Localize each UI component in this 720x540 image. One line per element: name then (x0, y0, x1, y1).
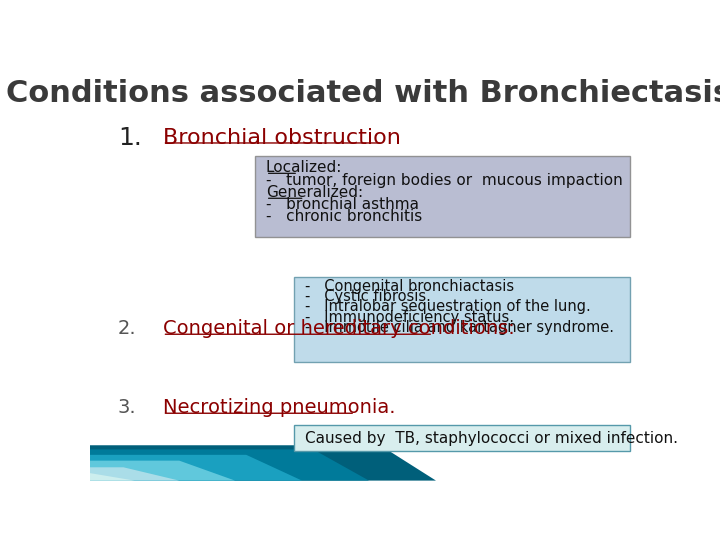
Text: -   Congenital bronchiactasis: - Congenital bronchiactasis (305, 279, 514, 294)
Polygon shape (90, 473, 135, 481)
Text: Generalized:: Generalized: (266, 185, 363, 200)
Text: -   bronchial asthma: - bronchial asthma (266, 198, 419, 212)
FancyBboxPatch shape (294, 277, 629, 362)
Text: -   tumor, foreign bodies or  mucous impaction: - tumor, foreign bodies or mucous impact… (266, 173, 623, 188)
Polygon shape (90, 461, 235, 481)
Text: Conditions associated with Bronchiectasis: Conditions associated with Bronchiectasi… (6, 79, 720, 109)
Text: -   Intralobar sequestration of the lung.: - Intralobar sequestration of the lung. (305, 299, 590, 314)
Text: 1.: 1. (118, 126, 142, 150)
Text: Caused by  TB, staphylococci or mixed infection.: Caused by TB, staphylococci or mixed inf… (305, 431, 678, 445)
Text: Necrotizing pneumonia.: Necrotizing pneumonia. (163, 399, 395, 417)
Text: -   chronic bronchitis: - chronic bronchitis (266, 209, 422, 224)
Text: 3.: 3. (118, 399, 137, 417)
Text: -   Immunodeficiency status.: - Immunodeficiency status. (305, 310, 514, 325)
Polygon shape (90, 446, 436, 481)
Text: Localized:: Localized: (266, 160, 342, 176)
Text: -   Cystic fibrosis.: - Cystic fibrosis. (305, 289, 431, 304)
Polygon shape (90, 467, 179, 481)
Polygon shape (90, 449, 369, 481)
Text: Bronchial obstruction: Bronchial obstruction (163, 127, 400, 147)
Text: Congenital or hereditary conditions:: Congenital or hereditary conditions: (163, 319, 514, 339)
Polygon shape (90, 455, 302, 481)
FancyBboxPatch shape (255, 156, 629, 238)
Text: -   Immotile cilia and kartagner syndrome.: - Immotile cilia and kartagner syndrome. (305, 320, 614, 335)
Text: 2.: 2. (118, 319, 137, 339)
FancyBboxPatch shape (294, 425, 629, 451)
